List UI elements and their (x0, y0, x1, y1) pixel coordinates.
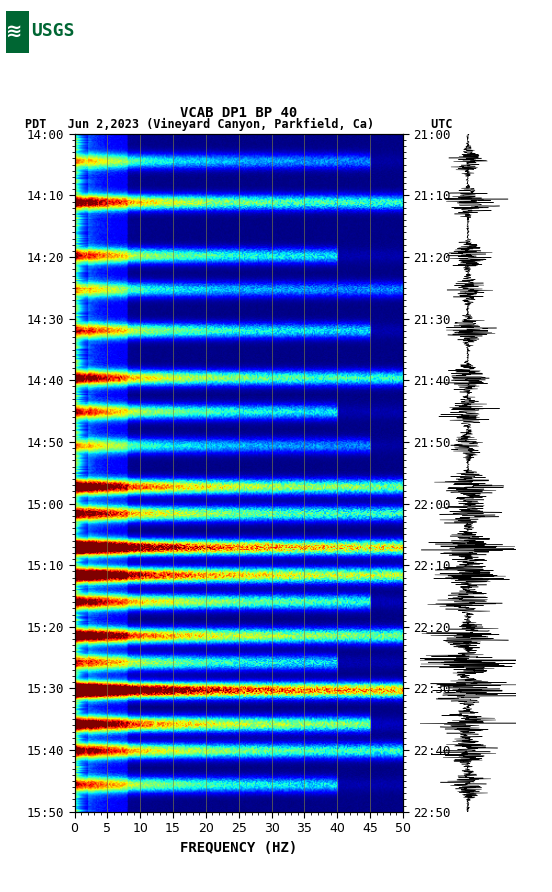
Text: VCAB DP1 BP 40: VCAB DP1 BP 40 (180, 106, 298, 120)
Text: PDT   Jun 2,2023 (Vineyard Canyon, Parkfield, Ca)        UTC: PDT Jun 2,2023 (Vineyard Canyon, Parkfie… (25, 118, 453, 131)
Text: USGS: USGS (31, 22, 74, 40)
Bar (6, 12, 29, 54)
X-axis label: FREQUENCY (HZ): FREQUENCY (HZ) (180, 840, 298, 855)
Text: ≋: ≋ (6, 21, 22, 40)
